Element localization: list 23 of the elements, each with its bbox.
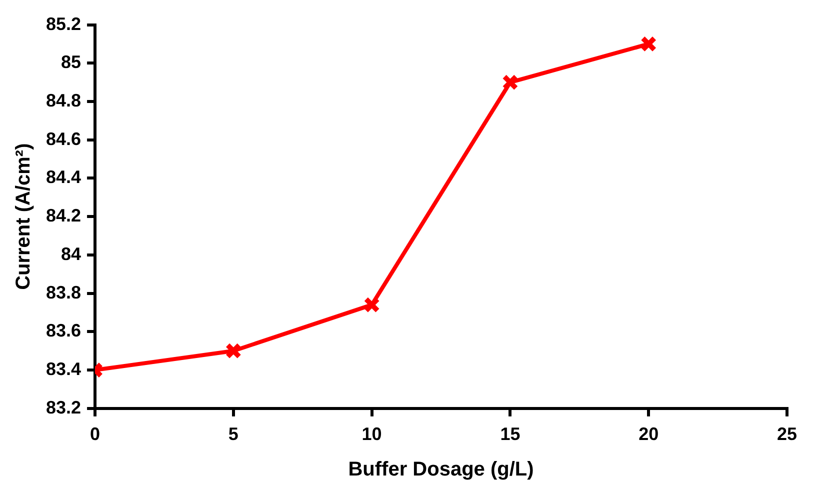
y-tick-label: 84.8	[46, 90, 82, 110]
y-tick-label: 83.2	[46, 397, 82, 418]
y-axis-title: Current (A/cm²)	[12, 143, 35, 290]
y-tick-label: 85.2	[46, 14, 82, 34]
point	[364, 296, 380, 313]
y-tick-label: 84.4	[46, 167, 82, 188]
y-tick-label: 83.8	[46, 282, 82, 302]
x-tick-label: 25	[776, 424, 798, 444]
x-tick-label: 10	[362, 424, 382, 444]
point	[640, 36, 657, 52]
x-tick-label: 0	[90, 424, 100, 444]
y-tick-label: 84.2	[46, 206, 82, 226]
y-tick-label: 85	[61, 52, 82, 72]
x-tick-label: 20	[638, 424, 659, 444]
point	[225, 342, 242, 360]
x-tick-label: 15	[500, 424, 520, 444]
point	[502, 74, 518, 90]
y-tick-label: 84.6	[46, 128, 82, 149]
y-tick-label: 83.4	[46, 359, 82, 380]
y-tick-label: 84	[61, 244, 82, 264]
x-tick-label: 5	[228, 424, 238, 444]
y-tick-label: 83.6	[46, 320, 82, 341]
x-axis-title: Buffer Dosage (g/L)	[348, 458, 534, 481]
